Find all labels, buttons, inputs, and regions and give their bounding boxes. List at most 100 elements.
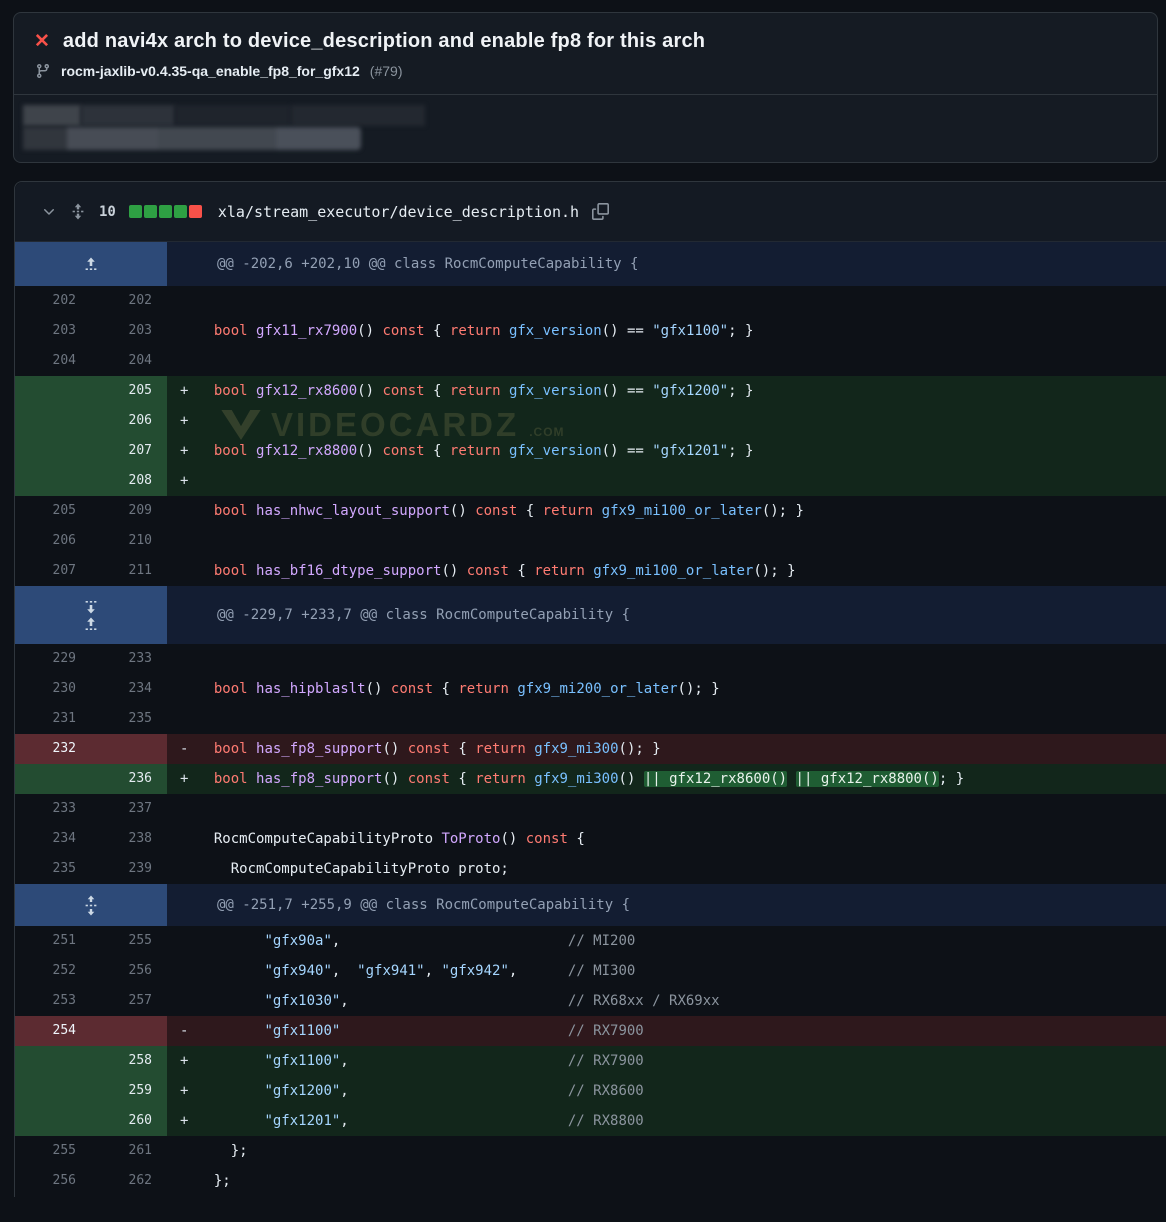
new-line-number[interactable]: 258 [91,1046,167,1076]
diff-sign [167,794,197,824]
old-line-number[interactable]: 231 [52,711,76,726]
old-line-number[interactable]: 230 [52,681,76,696]
old-line-number[interactable] [15,1046,91,1076]
hunk-expand-gutter[interactable] [15,242,167,286]
diff-sign [167,496,197,526]
code-line [197,794,1166,824]
old-line-number[interactable]: 232 [15,734,91,764]
old-line-number[interactable] [15,1076,91,1106]
new-line-number[interactable]: 210 [128,533,152,548]
old-line-number[interactable]: 203 [52,323,76,338]
diff-row-context: 252 256 "gfx940", "gfx941", "gfx942", // … [15,956,1166,986]
code-line: }; [197,1143,248,1159]
old-line-number[interactable] [15,436,91,466]
new-line-number[interactable]: 202 [128,293,152,308]
code-line [197,466,1166,496]
diff-row-deletion: 232 - bool has_fp8_support() const { retu… [15,734,1166,764]
diff-row-deletion: 254 - "gfx1100" // RX7900 [15,1016,1166,1046]
hunk-expand-gutter[interactable] [15,586,167,644]
old-line-number[interactable] [15,1106,91,1136]
new-line-number[interactable]: 239 [128,861,152,876]
new-line-number[interactable]: 211 [128,563,152,578]
code-line [197,526,1166,556]
hunk-header-text: @@ -251,7 +255,9 @@ class RocmComputeCap… [217,897,631,913]
redacted-content [14,95,1157,162]
diffstat[interactable] [128,205,202,218]
code-line: bool has_nhwc_layout_support() const { r… [213,503,804,519]
pr-header-card: ✕ add navi4x arch to device_description … [13,12,1158,163]
new-line-number[interactable]: 205 [91,376,167,406]
new-line-number[interactable]: 235 [128,711,152,726]
diff-row-context: 233 237 [15,794,1166,824]
expand-up-icon[interactable] [83,257,99,271]
diffstat-added-square [173,205,187,218]
diff-sign [167,556,197,586]
diffstat-added-square [128,205,142,218]
diff-row-context: 234 238 RocmComputeCapabilityProto ToProt… [15,824,1166,854]
old-line-number[interactable]: 252 [52,963,76,978]
diff-sign: + [167,436,197,466]
code-line: bool gfx11_rx7900() const { return gfx_v… [213,323,754,339]
diff-sign [167,526,197,556]
diff-row-addition: 236 + bool has_fp8_support() const { retu… [15,764,1166,794]
new-line-number[interactable]: 208 [91,466,167,496]
diff-row-addition: 259 + "gfx1200", // RX8600 [15,1076,1166,1106]
old-line-number[interactable] [15,466,91,496]
new-line-number[interactable]: 234 [128,681,152,696]
new-line-number[interactable]: 233 [128,651,152,666]
expand-all-icon[interactable] [70,203,86,220]
old-line-number[interactable]: 251 [52,933,76,948]
hunk-header-row: @@ -251,7 +255,9 @@ class RocmComputeCap… [15,884,1166,926]
old-line-number[interactable] [15,764,91,794]
code-line: bool gfx12_rx8600() const { return gfx_v… [197,376,1166,406]
new-line-number[interactable]: 203 [128,323,152,338]
new-line-number[interactable]: 255 [128,933,152,948]
new-line-number[interactable]: 204 [128,353,152,368]
code-line [197,346,1166,376]
old-line-number[interactable]: 204 [52,353,76,368]
old-line-number[interactable] [15,376,91,406]
new-line-number[interactable]: 260 [91,1106,167,1136]
expand-down-icon[interactable] [83,600,99,614]
new-line-number[interactable]: 257 [128,993,152,1008]
old-line-number[interactable]: 229 [52,651,76,666]
new-line-number[interactable]: 206 [91,406,167,436]
new-line-number[interactable]: 209 [128,503,152,518]
old-line-number[interactable]: 206 [52,533,76,548]
expand-both-icon[interactable] [83,895,99,916]
old-line-number[interactable]: 234 [52,831,76,846]
new-line-number[interactable]: 261 [128,1143,152,1158]
file-path[interactable]: xla/stream_executor/device_description.h [217,202,580,221]
old-line-number[interactable]: 205 [52,503,76,518]
diff-sign: + [167,764,197,794]
new-line-number[interactable]: 207 [91,436,167,466]
old-line-number[interactable]: 254 [15,1016,91,1046]
new-line-number[interactable]: 262 [128,1173,152,1188]
new-line-number[interactable] [91,734,167,764]
copy-path-icon[interactable] [592,203,610,220]
diff-row-addition: 258 + "gfx1100", // RX7900 [15,1046,1166,1076]
old-line-number[interactable]: 256 [52,1173,76,1188]
new-line-number[interactable]: 236 [91,764,167,794]
collapse-file-chevron-down-icon[interactable] [41,204,57,220]
old-line-number[interactable]: 202 [52,293,76,308]
code-line [197,286,1166,316]
diff-row-context: 202 202 [15,286,1166,316]
diff-file-header: 10 xla/stream_executor/device_descriptio… [15,182,1166,242]
hunk-expand-gutter[interactable] [15,884,167,926]
old-line-number[interactable]: 207 [52,563,76,578]
diff-sign [167,674,197,704]
new-line-number[interactable]: 237 [128,801,152,816]
new-line-number[interactable]: 259 [91,1076,167,1106]
new-line-number[interactable] [91,1016,167,1046]
old-line-number[interactable]: 235 [52,861,76,876]
diff-row-context: 207 211 bool has_bf16_dtype_support() con… [15,556,1166,586]
old-line-number[interactable]: 255 [52,1143,76,1158]
old-line-number[interactable]: 233 [52,801,76,816]
new-line-number[interactable]: 238 [128,831,152,846]
old-line-number[interactable] [15,406,91,436]
new-line-number[interactable]: 256 [128,963,152,978]
code-line: }; [197,1173,231,1189]
old-line-number[interactable]: 253 [52,993,76,1008]
expand-up-icon[interactable] [83,617,99,631]
